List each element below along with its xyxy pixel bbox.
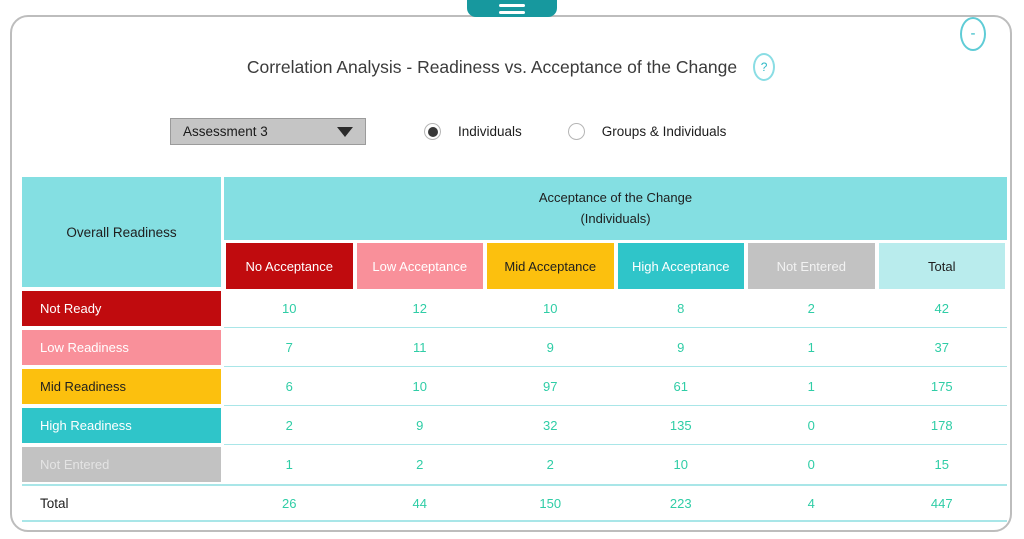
column-header-mid-acceptance: Mid Acceptance: [487, 243, 614, 289]
table-cell: 10: [673, 457, 688, 472]
radio-unselected-icon: [567, 123, 585, 140]
table-cell: 9: [615, 328, 746, 367]
table-cell: 135: [615, 406, 746, 445]
title-bar: Correlation Analysis - Readiness vs. Acc…: [12, 53, 1010, 81]
assessment-dropdown-value: Assessment 3: [183, 124, 268, 139]
menu-tab[interactable]: [467, 0, 557, 17]
assessment-dropdown[interactable]: Assessment 3: [170, 118, 366, 145]
table-cell-total: 175: [876, 367, 1007, 406]
row-header-not-ready: Not Ready: [22, 291, 221, 326]
help-icon[interactable]: ?: [753, 53, 776, 81]
radio-individuals-label: Individuals: [458, 124, 522, 139]
span-header-acceptance: Acceptance of the Change (Individuals): [224, 177, 1007, 240]
table-cell: 12: [354, 289, 485, 328]
table-cell-total: 26: [282, 495, 297, 511]
row-header-total: Total: [40, 495, 69, 511]
table-cell: 7: [224, 328, 355, 367]
table-cell-total: 150: [539, 495, 562, 511]
table-cell: 32: [485, 406, 616, 445]
table-cell: 2: [224, 406, 355, 445]
hamburger-icon: [499, 4, 525, 18]
table-cell: 61: [615, 367, 746, 406]
table-cell-total: 15: [934, 457, 949, 472]
chevron-down-icon: [337, 126, 353, 137]
row-header-low-readiness: Low Readiness: [22, 330, 221, 365]
column-header-no-acceptance: No Acceptance: [226, 243, 353, 289]
main-panel: - Correlation Analysis - Readiness vs. A…: [10, 15, 1012, 532]
table-cell: 1: [285, 457, 293, 472]
table-cell: 0: [807, 457, 815, 472]
table-cell: 11: [354, 328, 485, 367]
radio-individuals[interactable]: Individuals: [424, 123, 522, 140]
table-cell: 9: [354, 406, 485, 445]
correlation-table: Overall Readiness Acceptance of the Chan…: [22, 177, 1007, 522]
span-header-line2: (Individuals): [580, 210, 651, 226]
row-header-not-entered: Not Entered: [22, 447, 221, 482]
table-cell: 10: [485, 289, 616, 328]
controls-row: Assessment 3 Individuals Groups & Indivi…: [170, 118, 726, 145]
column-header-high-acceptance: High Acceptance: [617, 243, 744, 289]
table-cell: 0: [746, 406, 877, 445]
table-cell-total: 223: [669, 495, 692, 511]
column-header-total: Total: [878, 243, 1005, 289]
table-cell: 10: [354, 367, 485, 406]
minimize-button[interactable]: -: [960, 17, 986, 51]
row-header-mid-readiness: Mid Readiness: [22, 369, 221, 404]
table-cell-total: 4: [807, 495, 815, 511]
total-row: Total 26 44 150 223 4 447: [22, 484, 1007, 522]
table-cell: 10: [224, 289, 355, 328]
row-header-high-readiness: High Readiness: [22, 408, 221, 443]
column-header-low-acceptance: Low Acceptance: [356, 243, 483, 289]
table-cell: 9: [485, 328, 616, 367]
table-cell-total: 178: [876, 406, 1007, 445]
table-cell: 2: [416, 457, 424, 472]
table-cell-total: 37: [876, 328, 1007, 367]
radio-selected-icon: [424, 123, 441, 140]
radio-groups-individuals[interactable]: Groups & Individuals: [567, 123, 727, 140]
table-cell-grand-total: 447: [930, 495, 953, 511]
span-header-line1: Acceptance of the Change: [538, 190, 693, 206]
table-cell: 2: [746, 289, 877, 328]
table-cell: 8: [615, 289, 746, 328]
table-cell: 1: [746, 328, 877, 367]
table-cell: 1: [746, 367, 877, 406]
table-cell: 6: [224, 367, 355, 406]
table-cell: 2: [546, 457, 554, 472]
table-cell: 97: [485, 367, 616, 406]
corner-header-overall-readiness: Overall Readiness: [22, 177, 221, 287]
radio-groups-individuals-label: Groups & Individuals: [601, 124, 727, 139]
column-header-not-entered: Not Entered: [748, 243, 875, 289]
table-cell-total: 42: [876, 289, 1007, 328]
page-title: Correlation Analysis - Readiness vs. Acc…: [246, 56, 738, 77]
table-cell-total: 44: [412, 495, 427, 511]
